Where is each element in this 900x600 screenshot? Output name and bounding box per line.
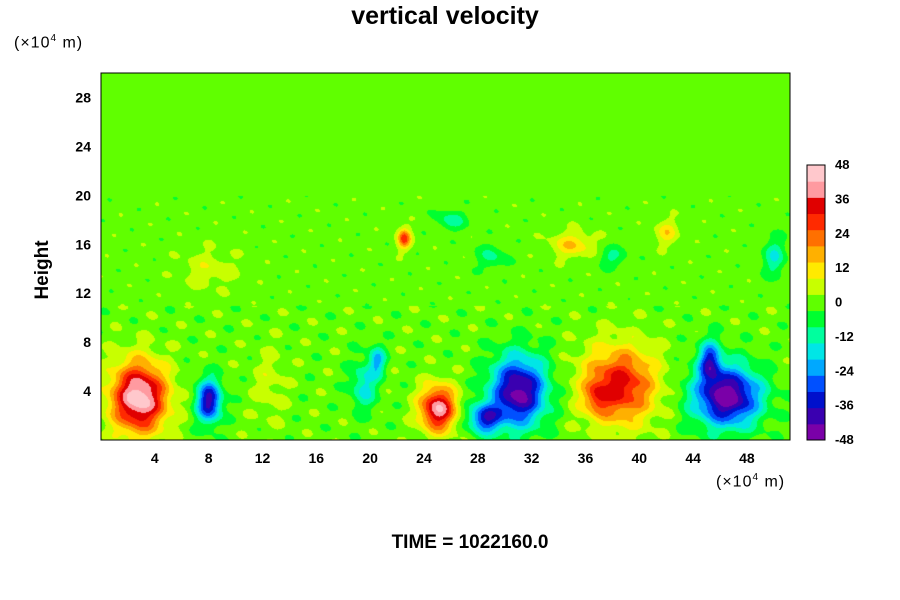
x-unit-exponent: 4	[752, 472, 760, 483]
x-tick-label: 36	[578, 450, 594, 466]
x-unit-prefix: (×10	[716, 473, 753, 491]
x-tick-label: 28	[470, 450, 486, 466]
x-tick-label: 4	[151, 450, 159, 466]
x-tick-label: 8	[205, 450, 213, 466]
x-axis-unit: (×104 m)	[716, 472, 785, 491]
chart-title: vertical velocity	[351, 2, 539, 30]
colorbar-swatch	[807, 213, 825, 231]
colorbar-tick-label: 48	[835, 157, 849, 172]
x-tick-label: 16	[309, 450, 325, 466]
y-tick-label: 4	[83, 383, 91, 399]
colorbar-tick-label: -48	[835, 432, 854, 447]
colorbar-swatch	[807, 375, 825, 392]
x-tick-label: 32	[524, 450, 540, 466]
colorbar-swatch	[807, 359, 825, 376]
plot-frame	[100, 72, 791, 441]
y-tick-label: 28	[75, 89, 91, 105]
y-tick-label: 16	[75, 236, 91, 252]
colorbar-swatch	[807, 181, 825, 198]
colorbar-tick-label: -24	[835, 363, 855, 378]
colorbar-swatch	[807, 165, 825, 182]
y-unit-prefix: (×10	[14, 34, 51, 52]
time-label: TIME = 1022160.0	[391, 532, 549, 553]
colorbar-tick-label: -36	[835, 398, 854, 413]
y-unit-exponent: 4	[50, 33, 58, 44]
colorbar-swatch	[807, 262, 825, 279]
y-tick-label: 24	[75, 138, 91, 154]
x-tick-label: 24	[416, 450, 432, 466]
y-axis-unit: (×104 m)	[14, 33, 83, 52]
colorbar-swatch	[807, 342, 825, 360]
colorbar-tick-label: 36	[835, 191, 849, 206]
x-tick-label: 12	[255, 450, 271, 466]
y-unit-suffix: m)	[57, 34, 84, 52]
x-axis-ticks: 4 8 12 16 20 24 28 32 36 40 44 48	[151, 450, 755, 466]
y-axis-ticks: 4 8 12 16 20 24 28	[75, 89, 91, 399]
colorbar-swatch	[807, 197, 825, 215]
colorbar-tick-label: 24	[835, 226, 850, 241]
y-tick-label: 8	[83, 334, 91, 350]
x-tick-label: 48	[739, 450, 755, 466]
colorbar-swatch	[807, 407, 825, 425]
colorbar-swatch	[807, 245, 825, 263]
colorbar-swatch	[807, 391, 825, 409]
colorbar-swatch	[807, 326, 825, 344]
colorbar-swatch	[807, 229, 825, 247]
x-tick-label: 44	[685, 450, 701, 466]
colorbar: 48 36 24 12 0 -12 -24 -36 -48	[806, 157, 855, 447]
colorbar-swatch	[807, 310, 825, 328]
x-tick-label: 20	[362, 450, 378, 466]
velocity-field-image	[101, 73, 790, 440]
x-tick-label: 40	[631, 450, 647, 466]
colorbar-swatch	[807, 294, 825, 312]
colorbar-swatch	[807, 423, 825, 441]
colorbar-tick-label: -12	[835, 329, 854, 344]
colorbar-tick-label: 0	[835, 295, 842, 310]
colorbar-swatch	[807, 278, 825, 295]
x-unit-suffix: m)	[759, 473, 786, 491]
y-tick-label: 12	[75, 285, 91, 301]
y-tick-label: 20	[75, 187, 91, 203]
colorbar-tick-label: 12	[835, 260, 849, 275]
colorbar-frame	[806, 164, 826, 441]
